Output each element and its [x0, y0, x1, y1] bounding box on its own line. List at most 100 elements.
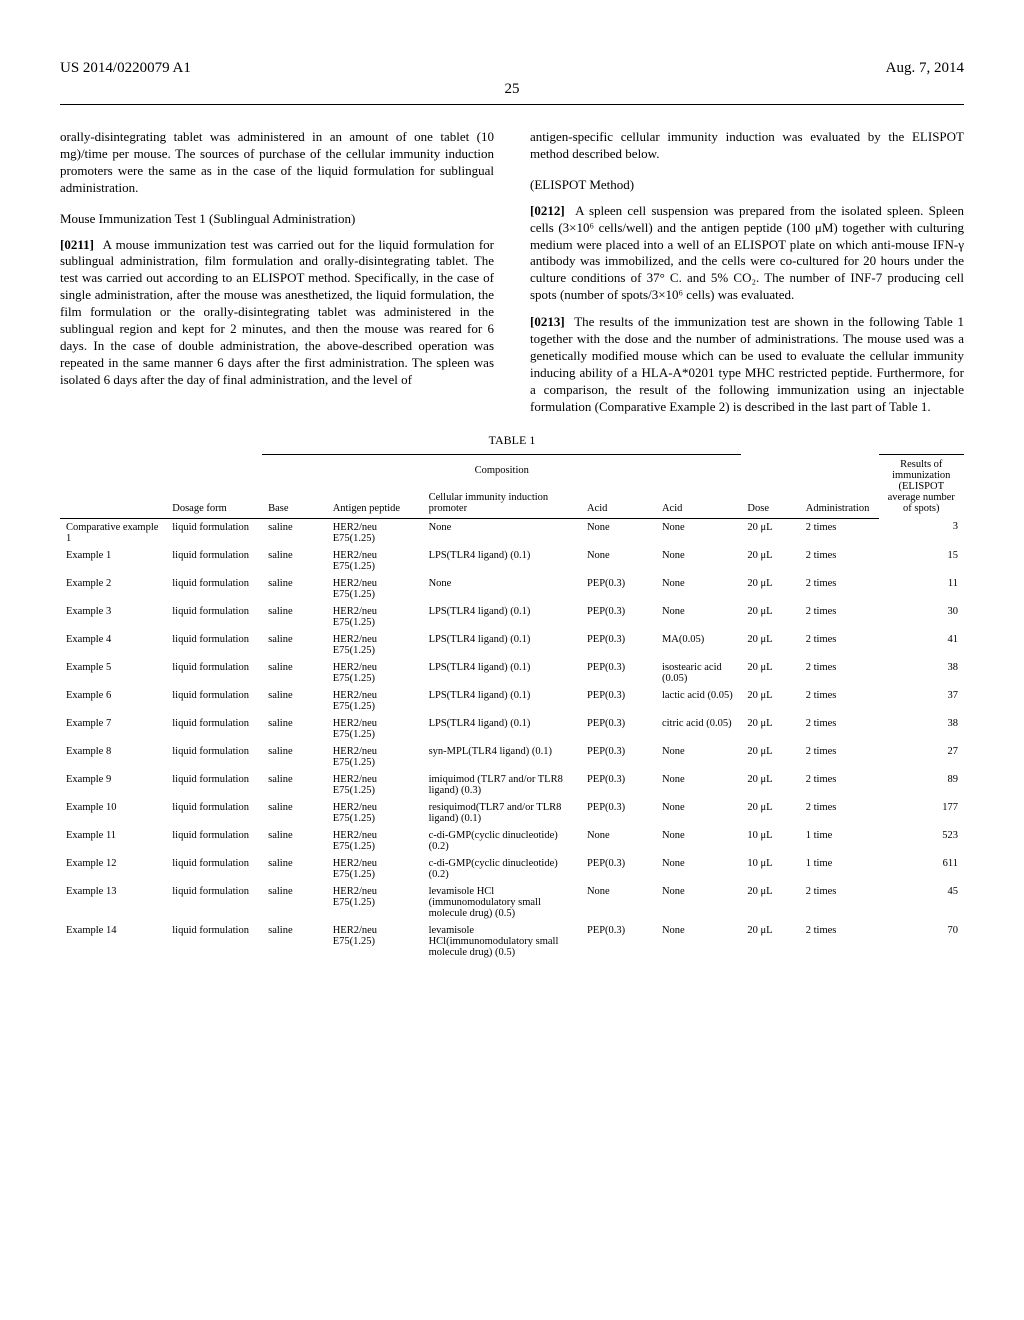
cell: HER2/neu E75(1.25)	[327, 922, 423, 961]
cell: HER2/neu E75(1.25)	[327, 518, 423, 547]
cell: None	[581, 547, 656, 575]
table-row: Comparative example 1liquid formulations…	[60, 518, 964, 547]
doc-number: US 2014/0220079 A1	[60, 60, 191, 77]
th-acid1: Acid	[581, 480, 656, 519]
cell: saline	[262, 631, 327, 659]
cell: HER2/neu E75(1.25)	[327, 575, 423, 603]
para-0211: [0211] A mouse immunization test was car…	[60, 237, 494, 389]
cell: PEP(0.3)	[581, 575, 656, 603]
cell: None	[656, 799, 741, 827]
cell: levamisole HCl(immunomodulatory small mo…	[423, 922, 581, 961]
para-continue: orally-disintegrating tablet was adminis…	[60, 129, 494, 197]
table-row: Example 10liquid formulationsalineHER2/n…	[60, 799, 964, 827]
cell: liquid formulation	[166, 631, 262, 659]
cell: None	[581, 827, 656, 855]
cell: saline	[262, 659, 327, 687]
cell: 2 times	[800, 771, 879, 799]
cell: liquid formulation	[166, 883, 262, 922]
cell: saline	[262, 883, 327, 922]
cell: saline	[262, 518, 327, 547]
cell: None	[656, 771, 741, 799]
cell: lactic acid (0.05)	[656, 687, 741, 715]
para-text: A spleen cell suspension was prepared fr…	[530, 203, 964, 302]
para-text: The results of the immunization test are…	[530, 314, 964, 413]
cell: 20 μL	[741, 743, 799, 771]
cell: imiquimod (TLR7 and/or TLR8 ligand) (0.3…	[423, 771, 581, 799]
table-row: Example 2liquid formulationsalineHER2/ne…	[60, 575, 964, 603]
cell: saline	[262, 771, 327, 799]
cell: Example 7	[60, 715, 166, 743]
cell: 2 times	[800, 687, 879, 715]
cell: 30	[879, 603, 964, 631]
cell: saline	[262, 855, 327, 883]
cell: 20 μL	[741, 547, 799, 575]
cell: 20 μL	[741, 771, 799, 799]
cell: liquid formulation	[166, 687, 262, 715]
cell: 2 times	[800, 715, 879, 743]
cell: Example 11	[60, 827, 166, 855]
cell: None	[656, 922, 741, 961]
cell: None	[656, 518, 741, 547]
cell: resiquimod(TLR7 and/or TLR8 ligand) (0.1…	[423, 799, 581, 827]
cell: MA(0.05)	[656, 631, 741, 659]
cell: None	[656, 575, 741, 603]
cell: 20 μL	[741, 518, 799, 547]
cell: 177	[879, 799, 964, 827]
para-0212: [0212] A spleen cell suspension was prep…	[530, 203, 964, 304]
cell: liquid formulation	[166, 659, 262, 687]
cell: 1 time	[800, 855, 879, 883]
cell: LPS(TLR4 ligand) (0.1)	[423, 687, 581, 715]
cell: syn-MPL(TLR4 ligand) (0.1)	[423, 743, 581, 771]
cell: None	[581, 518, 656, 547]
cell: Example 8	[60, 743, 166, 771]
cell: None	[656, 855, 741, 883]
cell: 20 μL	[741, 687, 799, 715]
page-number: 25	[60, 81, 964, 98]
cell: saline	[262, 575, 327, 603]
cell: 20 μL	[741, 631, 799, 659]
para-num: [0211]	[60, 237, 94, 252]
cell: 3	[879, 518, 964, 547]
cell: liquid formulation	[166, 827, 262, 855]
cell: 70	[879, 922, 964, 961]
cell: Example 9	[60, 771, 166, 799]
cell: None	[656, 827, 741, 855]
cell: liquid formulation	[166, 799, 262, 827]
cell: c-di-GMP(cyclic dinucleotide) (0.2)	[423, 827, 581, 855]
cell: Example 3	[60, 603, 166, 631]
cell: LPS(TLR4 ligand) (0.1)	[423, 659, 581, 687]
cell: Example 2	[60, 575, 166, 603]
cell: 2 times	[800, 575, 879, 603]
cell: 10 μL	[741, 855, 799, 883]
cell: Comparative example 1	[60, 518, 166, 547]
cell: None	[423, 575, 581, 603]
cell: Example 14	[60, 922, 166, 961]
cell: 45	[879, 883, 964, 922]
table-row: Example 6liquid formulationsalineHER2/ne…	[60, 687, 964, 715]
cell: None	[423, 518, 581, 547]
cell: liquid formulation	[166, 771, 262, 799]
body-columns: orally-disintegrating tablet was adminis…	[60, 129, 964, 415]
cell: liquid formulation	[166, 743, 262, 771]
cell: liquid formulation	[166, 715, 262, 743]
cell: HER2/neu E75(1.25)	[327, 771, 423, 799]
para-right-1: antigen-specific cellular immunity induc…	[530, 129, 964, 163]
cell: saline	[262, 743, 327, 771]
cell: 10 μL	[741, 827, 799, 855]
table-row: Example 3liquid formulationsalineHER2/ne…	[60, 603, 964, 631]
doc-date: Aug. 7, 2014	[886, 60, 964, 77]
cell: PEP(0.3)	[581, 799, 656, 827]
cell: PEP(0.3)	[581, 687, 656, 715]
cell: LPS(TLR4 ligand) (0.1)	[423, 547, 581, 575]
cell: Example 6	[60, 687, 166, 715]
para-text: A mouse immunization test was carried ou…	[60, 237, 494, 387]
cell: PEP(0.3)	[581, 743, 656, 771]
para-num: [0212]	[530, 203, 565, 218]
cell: 20 μL	[741, 715, 799, 743]
cell: HER2/neu E75(1.25)	[327, 631, 423, 659]
cell: PEP(0.3)	[581, 603, 656, 631]
cell: 20 μL	[741, 659, 799, 687]
cell: 2 times	[800, 518, 879, 547]
cell: 15	[879, 547, 964, 575]
cell: None	[656, 883, 741, 922]
